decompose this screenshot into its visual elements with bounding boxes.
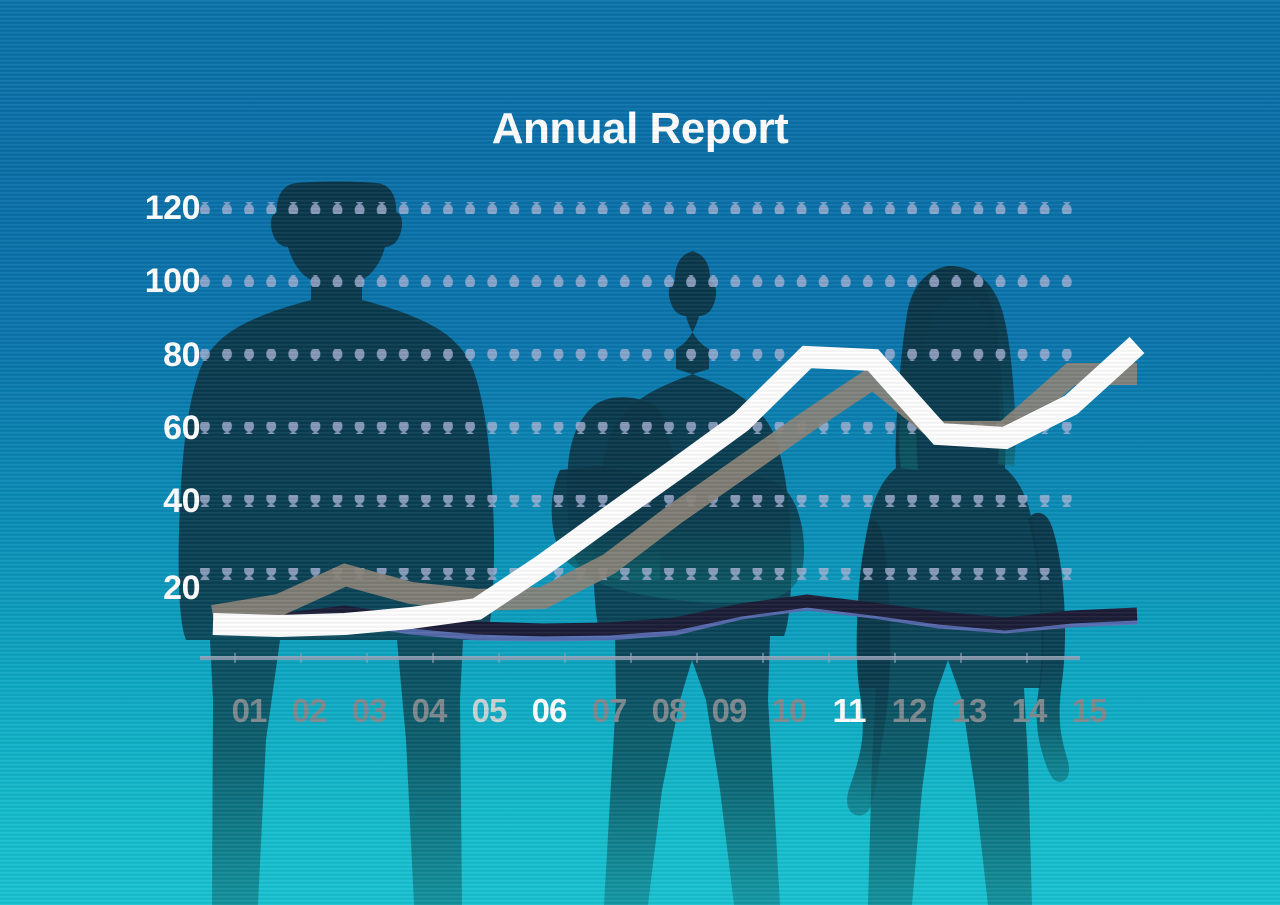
x-axis-tick-10: 10 xyxy=(771,692,808,729)
x-axis-tick-05: 05 xyxy=(471,692,508,729)
x-axis-tick-09: 09 xyxy=(711,692,748,729)
x-axis-tick-13: 13 xyxy=(951,692,988,729)
page-title: Annual Report xyxy=(491,104,789,153)
y-axis-tick-40: 40 xyxy=(163,482,200,520)
x-axis-tick-01: 01 xyxy=(231,692,268,729)
series-white xyxy=(212,336,1145,638)
x-axis-ticks xyxy=(234,653,1028,663)
x-axis-tick-03: 03 xyxy=(351,692,388,729)
silhouette-businessman-left xyxy=(178,181,495,905)
x-axis-tick-02: 02 xyxy=(291,692,328,729)
y-axis-tick-60: 60 xyxy=(163,409,200,447)
y-axis-tick-20: 20 xyxy=(163,569,200,607)
x-axis-tick-15: 15 xyxy=(1071,692,1108,729)
x-axis-tick-12: 12 xyxy=(891,692,928,729)
y-axis-tick-120: 120 xyxy=(144,189,201,227)
y-axis-tick-80: 80 xyxy=(163,336,200,374)
y-axis-tick-100: 100 xyxy=(144,262,201,300)
x-axis-tick-14: 14 xyxy=(1011,692,1048,729)
x-axis-tick-11: 11 xyxy=(832,692,867,729)
x-axis-tick-04: 04 xyxy=(411,692,448,729)
x-axis-tick-06: 06 xyxy=(531,692,568,729)
x-axis-tick-07: 07 xyxy=(591,692,628,729)
x-axis-tick-08: 08 xyxy=(651,692,688,729)
